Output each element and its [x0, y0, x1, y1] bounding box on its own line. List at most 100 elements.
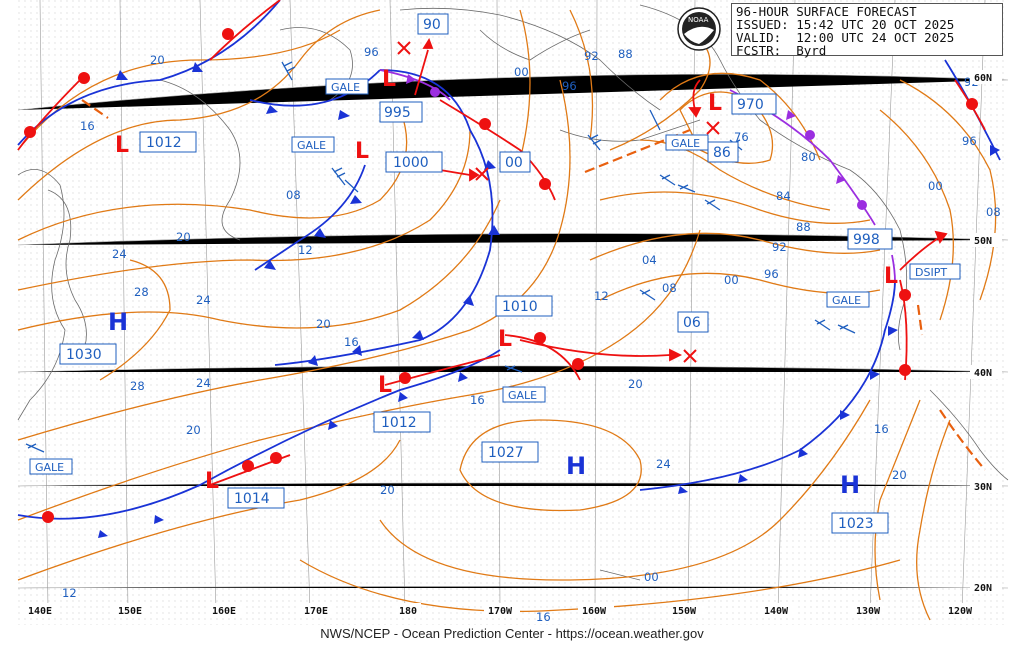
- dsipt-label: DSIPT: [915, 266, 947, 279]
- forecast-title: 96-HOUR SURFACE FORECAST: [736, 4, 917, 19]
- svg-text:00: 00: [514, 65, 529, 79]
- low-pressure-1014: 1014: [234, 491, 270, 507]
- svg-text:24: 24: [196, 376, 211, 390]
- svg-text:00: 00: [928, 179, 943, 193]
- valid-time: VALID: 12:00 UTC 24 OCT 2025: [736, 30, 955, 45]
- svg-text:12: 12: [594, 289, 609, 303]
- low-pressure-995: 995: [384, 105, 411, 121]
- pressure-labels: 1012 995 1000 1010 1012 1014 970 998 103…: [59, 13, 893, 534]
- low-pressure-1012: 1012: [146, 135, 182, 151]
- gale-label: GALE: [331, 81, 360, 94]
- svg-text:20: 20: [316, 317, 331, 331]
- svg-text:24: 24: [656, 457, 671, 471]
- svg-text:16: 16: [536, 610, 551, 624]
- low-symbol: L: [382, 67, 396, 92]
- low-pressure-1012b: 1012: [381, 415, 417, 431]
- gale-label: GALE: [297, 139, 326, 152]
- svg-text:20: 20: [176, 230, 191, 244]
- svg-text:80: 80: [801, 150, 816, 164]
- forecast-center-06: 06: [683, 315, 701, 331]
- cold-fronts: [17, 0, 1001, 520]
- warm-front-semicircles: [24, 28, 978, 523]
- svg-text:88: 88: [796, 220, 811, 234]
- high-symbol: H: [566, 452, 586, 480]
- svg-text:140W: 140W: [764, 606, 789, 617]
- gale-label: GALE: [35, 461, 64, 474]
- low-symbol: L: [708, 91, 722, 116]
- svg-text:16: 16: [80, 119, 95, 133]
- svg-text:140E: 140E: [28, 606, 52, 617]
- low-symbol: L: [115, 133, 129, 158]
- svg-text:40N: 40N: [974, 368, 992, 379]
- svg-text:16: 16: [470, 393, 485, 407]
- low-pressure-970: 970: [737, 97, 764, 113]
- high-pressure-1023: 1023: [838, 516, 874, 532]
- high-symbol: H: [840, 471, 860, 499]
- occluded-symbols: [406, 74, 867, 210]
- forecaster: FCSTR: Byrd: [736, 43, 827, 58]
- svg-text:16: 16: [874, 422, 889, 436]
- svg-text:120W: 120W: [948, 606, 973, 617]
- troughs: [81, 99, 986, 471]
- svg-text:00: 00: [644, 570, 659, 584]
- svg-text:96: 96: [764, 267, 779, 281]
- svg-text:NOAA: NOAA: [688, 16, 709, 24]
- svg-text:28: 28: [134, 285, 149, 299]
- gale-label: GALE: [671, 137, 700, 150]
- svg-text:60N: 60N: [974, 73, 992, 84]
- low-symbol: L: [205, 469, 219, 494]
- low-symbol: L: [355, 139, 369, 164]
- svg-text:150E: 150E: [118, 606, 142, 617]
- svg-text:12: 12: [298, 243, 313, 257]
- svg-text:130W: 130W: [856, 606, 881, 617]
- low-symbol: L: [884, 264, 898, 289]
- issued-time: ISSUED: 15:42 UTC 20 OCT 2025: [736, 17, 955, 32]
- gale-label: GALE: [508, 389, 537, 402]
- forecast-tracks: [414, 37, 948, 362]
- svg-text:04: 04: [642, 253, 657, 267]
- svg-text:160W: 160W: [582, 606, 607, 617]
- svg-text:150W: 150W: [672, 606, 697, 617]
- high-pressure-1027: 1027: [488, 445, 524, 461]
- low-symbol: L: [378, 373, 392, 398]
- svg-text:08: 08: [662, 281, 677, 295]
- low-symbol: L: [498, 327, 512, 352]
- wind-barbs: [25, 61, 856, 453]
- forecast-center-86: 86: [713, 145, 731, 161]
- noaa-logo: NOAA: [677, 7, 721, 51]
- forecast-center-00: 00: [505, 155, 523, 171]
- high-pressure-1030: 1030: [66, 347, 102, 363]
- svg-text:160E: 160E: [212, 606, 236, 617]
- low-centers: L L L L L L L L: [115, 67, 898, 494]
- forecast-header: 96-HOUR SURFACE FORECAST ISSUED: 15:42 U…: [731, 3, 1003, 58]
- svg-text:24: 24: [112, 247, 127, 261]
- svg-text:92: 92: [584, 49, 599, 63]
- svg-text:92: 92: [772, 240, 787, 254]
- svg-text:96: 96: [364, 45, 379, 59]
- svg-text:50N: 50N: [974, 236, 992, 247]
- svg-text:08: 08: [286, 188, 301, 202]
- gale-label: GALE: [832, 294, 861, 307]
- forecast-x-marks: [397, 41, 720, 363]
- low-pressure-1000: 1000: [393, 155, 429, 171]
- svg-text:20: 20: [628, 377, 643, 391]
- svg-text:24: 24: [196, 293, 211, 307]
- high-symbol: H: [108, 308, 128, 336]
- svg-text:84: 84: [776, 189, 791, 203]
- svg-text:30N: 30N: [974, 482, 992, 493]
- gale-labels: GALE GALE GALE GALE GALE GALE DSIPT: [29, 78, 961, 475]
- latitude-labels: 60N 50N 40N 30N 20N: [970, 70, 1002, 594]
- svg-text:20: 20: [150, 53, 165, 67]
- svg-text:170E: 170E: [304, 606, 328, 617]
- svg-text:20: 20: [892, 468, 907, 482]
- svg-text:96: 96: [962, 134, 977, 148]
- low-pressure-1010: 1010: [502, 299, 538, 315]
- svg-text:28: 28: [130, 379, 145, 393]
- svg-text:170W: 170W: [488, 606, 513, 617]
- svg-text:20N: 20N: [974, 583, 992, 594]
- svg-text:96: 96: [562, 79, 577, 93]
- isobar-labels: 20 16 12 08 24 28 20 24 24 20 16 20 16 1…: [62, 45, 1001, 624]
- svg-text:20: 20: [186, 423, 201, 437]
- svg-text:88: 88: [618, 47, 633, 61]
